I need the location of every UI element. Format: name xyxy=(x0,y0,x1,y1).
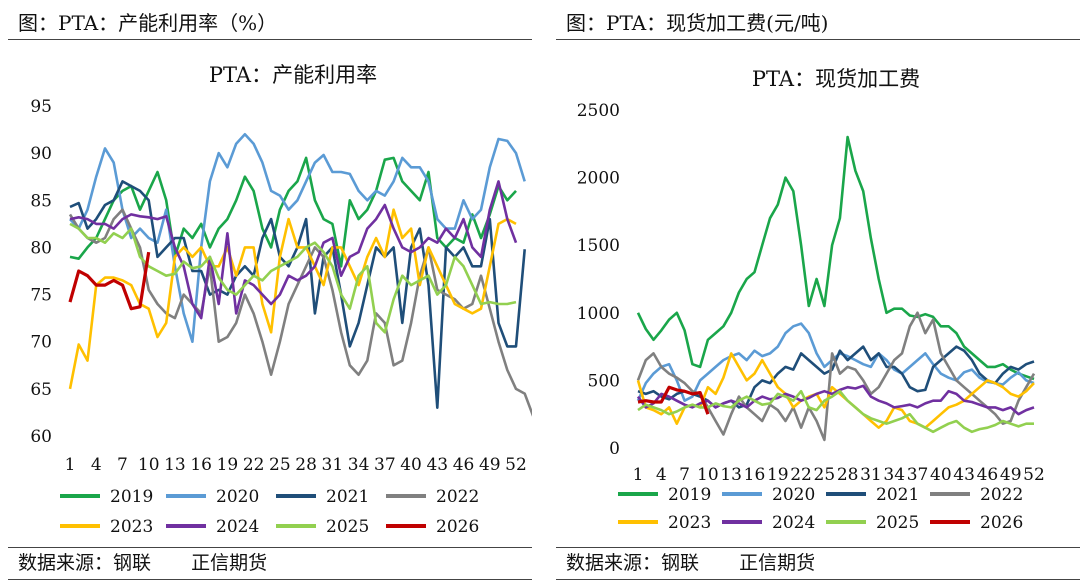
x-tick-label: 10 xyxy=(138,455,160,475)
x-tick-label: 22 xyxy=(243,455,265,475)
y-tick-label: 2500 xyxy=(577,101,620,121)
x-tick-label: 37 xyxy=(374,455,396,475)
x-tick-label: 49 xyxy=(1000,465,1022,485)
x-tick-label: 43 xyxy=(426,455,448,475)
y-tick-label: 1500 xyxy=(577,236,620,256)
series-line-2026 xyxy=(637,385,710,415)
y-tick-label: 2000 xyxy=(577,169,620,189)
legend-label-2022: 2022 xyxy=(980,485,1023,505)
figure-caption: 图：PTA：现货加工费(元/吨) xyxy=(556,6,1080,40)
x-tick-label: 16 xyxy=(190,455,212,475)
x-tick-label: 40 xyxy=(930,465,952,485)
y-tick-label: 85 xyxy=(30,191,52,211)
legend-label-2023: 2023 xyxy=(668,513,711,533)
x-tick-label: 4 xyxy=(656,465,667,485)
legend-label-2024: 2024 xyxy=(772,513,815,533)
y-tick-label: 500 xyxy=(588,371,620,391)
series-line-2025 xyxy=(69,222,517,334)
chart-panel-right: 图：PTA：现货加工费(元/吨) PTA：现货加工费 0 500 1000 1500 20… xyxy=(556,0,1080,585)
legend-label-2026: 2026 xyxy=(436,517,479,537)
chart-title: PTA：产能利用率 xyxy=(209,63,377,87)
x-tick-label: 52 xyxy=(1023,465,1045,485)
series-line-2020 xyxy=(69,133,526,344)
x-tick-label: 31 xyxy=(322,455,344,475)
source-footer: 数据来源：钢联 正信期货 xyxy=(556,547,1080,580)
x-tick-label: 43 xyxy=(953,465,975,485)
x-tick-label: 1 xyxy=(65,455,76,475)
x-tick-label: 28 xyxy=(837,465,859,485)
legend-label-2022: 2022 xyxy=(436,487,479,507)
legend-label-2020: 2020 xyxy=(772,485,815,505)
x-tick-label: 49 xyxy=(479,455,501,475)
x-tick-label: 52 xyxy=(505,455,527,475)
company-label: 正信期货 xyxy=(739,552,816,574)
source-label: 数据来源：钢联 xyxy=(566,552,700,574)
series-line-2024 xyxy=(69,180,518,320)
x-tick-label: 46 xyxy=(977,465,999,485)
series-line-2023 xyxy=(68,208,517,390)
legend-label-2025: 2025 xyxy=(876,513,919,533)
legend-label-2025: 2025 xyxy=(326,517,369,537)
x-tick-label: 37 xyxy=(907,465,929,485)
x-tick-label: 16 xyxy=(744,465,766,485)
x-tick-label: 10 xyxy=(697,465,719,485)
x-tick-label: 13 xyxy=(720,465,742,485)
series-line-2022 xyxy=(68,208,532,417)
y-tick-label: 90 xyxy=(30,144,52,164)
x-tick-label: 1 xyxy=(633,465,644,485)
company-label: 正信期货 xyxy=(191,552,268,574)
x-tick-label: 4 xyxy=(91,455,102,475)
legend-label-2021: 2021 xyxy=(326,487,369,507)
processing-fee-chart: PTA：现货加工费 0 500 1000 1500 2000 2500 1 4 7 10 13 16 19… xyxy=(577,67,1045,533)
y-tick-label: 65 xyxy=(30,380,52,400)
y-tick-label: 0 xyxy=(609,439,620,459)
y-tick-label: 60 xyxy=(30,427,52,447)
x-tick-label: 22 xyxy=(790,465,812,485)
source-footer: 数据来源：钢联 正信期货 xyxy=(8,547,532,580)
x-tick-label: 7 xyxy=(679,465,690,485)
y-tick-label: 1000 xyxy=(577,304,620,324)
legend-label-2019: 2019 xyxy=(110,487,153,507)
x-tick-label: 25 xyxy=(269,455,291,475)
legend-label-2020: 2020 xyxy=(216,487,259,507)
legend-label-2019: 2019 xyxy=(668,485,711,505)
chart-title: PTA：现货加工费 xyxy=(752,67,920,91)
series-line-2019 xyxy=(636,135,1035,381)
x-tick-label: 28 xyxy=(295,455,317,475)
y-tick-label: 80 xyxy=(30,238,52,258)
x-tick-label: 46 xyxy=(453,455,475,475)
series-line-2019 xyxy=(69,156,517,268)
series-line-2026 xyxy=(68,251,151,311)
capacity-utilization-chart: PTA：产能利用率 60 65 70 75 80 85 90 95 1 4 7 10 13 16 19 22 25… xyxy=(30,63,532,537)
source-label: 数据来源：钢联 xyxy=(18,552,152,574)
legend-label-2024: 2024 xyxy=(216,517,259,537)
x-tick-label: 25 xyxy=(814,465,836,485)
legend-label-2021: 2021 xyxy=(876,485,919,505)
x-tick-label: 7 xyxy=(117,455,128,475)
x-tick-label: 34 xyxy=(348,455,370,475)
x-tick-label: 19 xyxy=(217,455,239,475)
legend-label-2026: 2026 xyxy=(980,513,1023,533)
y-tick-label: 75 xyxy=(30,286,52,306)
x-tick-label: 34 xyxy=(883,465,905,485)
figure-caption: 图：PTA：产能利用率（%） xyxy=(8,6,532,40)
x-tick-label: 19 xyxy=(767,465,789,485)
chart-panel-left: 图：PTA：产能利用率（%） PTA：产能利用率 60 65 70 75 80 85 90 95… xyxy=(8,0,532,585)
legend-label-2023: 2023 xyxy=(110,517,153,537)
x-tick-label: 31 xyxy=(860,465,882,485)
x-tick-label: 40 xyxy=(400,455,422,475)
y-tick-label: 70 xyxy=(30,333,52,353)
series-line-2022 xyxy=(636,311,1036,442)
x-tick-label: 13 xyxy=(164,455,186,475)
y-tick-label: 95 xyxy=(30,97,52,117)
